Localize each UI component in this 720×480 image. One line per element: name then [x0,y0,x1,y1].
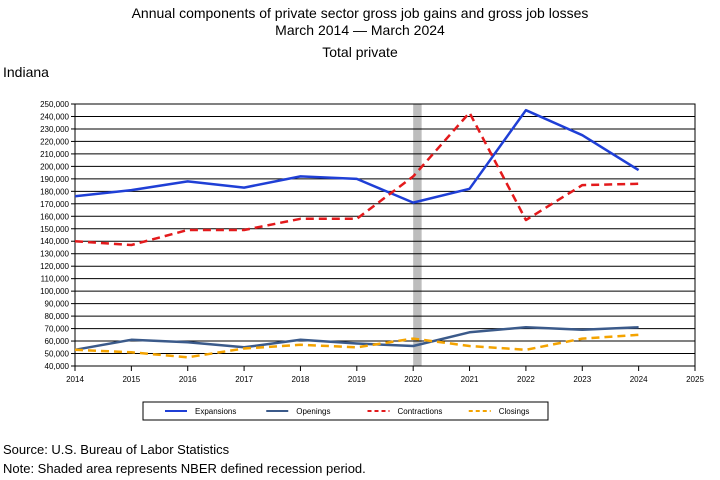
legend-label-openings: Openings [296,407,330,416]
series-line-openings [74,326,639,352]
series-line-contractions [74,111,639,247]
y-tick-label: 130,000 [40,250,69,259]
x-tick-label: 2016 [179,375,197,384]
y-tick-label: 210,000 [40,150,69,159]
y-tick-label: 50,000 [45,350,70,359]
chart-subtitle-sector: Total private [322,44,398,60]
y-tick-label: 150,000 [40,225,69,234]
x-tick-label: 2017 [235,375,253,384]
y-tick-label: 240,000 [40,112,69,121]
y-tick-label: 200,000 [40,162,69,171]
series-line-closings [74,333,639,359]
legend-label-contractions: Contractions [398,407,443,416]
series-line-expansions [74,108,640,204]
plot-frame [74,103,696,367]
legend-label-expansions: Expansions [195,407,236,416]
legend-box [142,401,549,421]
x-tick-label: 2023 [573,375,591,384]
y-tick-label: 230,000 [40,125,69,134]
recession-footnote: Note: Shaded area represents NBER define… [3,461,366,476]
x-tick-label: 2022 [517,375,535,384]
y-tick-label: 60,000 [45,337,70,346]
y-tick-label: 180,000 [40,187,69,196]
x-tick-label: 2020 [404,375,422,384]
region-label: Indiana [3,64,49,80]
y-tick-label: 160,000 [40,212,69,221]
y-tick-label: 250,000 [40,100,69,109]
chart-title: Annual components of private sector gros… [131,5,589,21]
x-tick-label: 2015 [122,375,140,384]
x-tick-label: 2024 [630,375,648,384]
y-tick-label: 70,000 [45,325,70,334]
y-tick-label: 140,000 [40,237,69,246]
y-tick-label: 190,000 [40,175,69,184]
x-tick-label: 2014 [66,375,84,384]
x-tick-label: 2019 [348,375,366,384]
y-tick-label: 40,000 [45,362,70,371]
y-tick-label: 80,000 [45,312,70,321]
recession-shading [413,104,422,366]
x-tick-label: 2025 [686,375,704,384]
source-note: Source: U.S. Bureau of Labor Statistics [3,442,230,457]
y-tick-label: 110,000 [41,275,70,284]
y-tick-label: 100,000 [40,287,69,296]
y-tick-label: 120,000 [40,262,69,271]
legend-label-closings: Closings [499,407,530,416]
y-tick-label: 220,000 [40,137,69,146]
chart-subtitle-period: March 2014 — March 2024 [275,22,445,38]
x-tick-label: 2021 [461,375,479,384]
y-tick-label: 170,000 [40,200,69,209]
x-tick-label: 2018 [292,375,310,384]
y-tick-label: 90,000 [45,300,70,309]
